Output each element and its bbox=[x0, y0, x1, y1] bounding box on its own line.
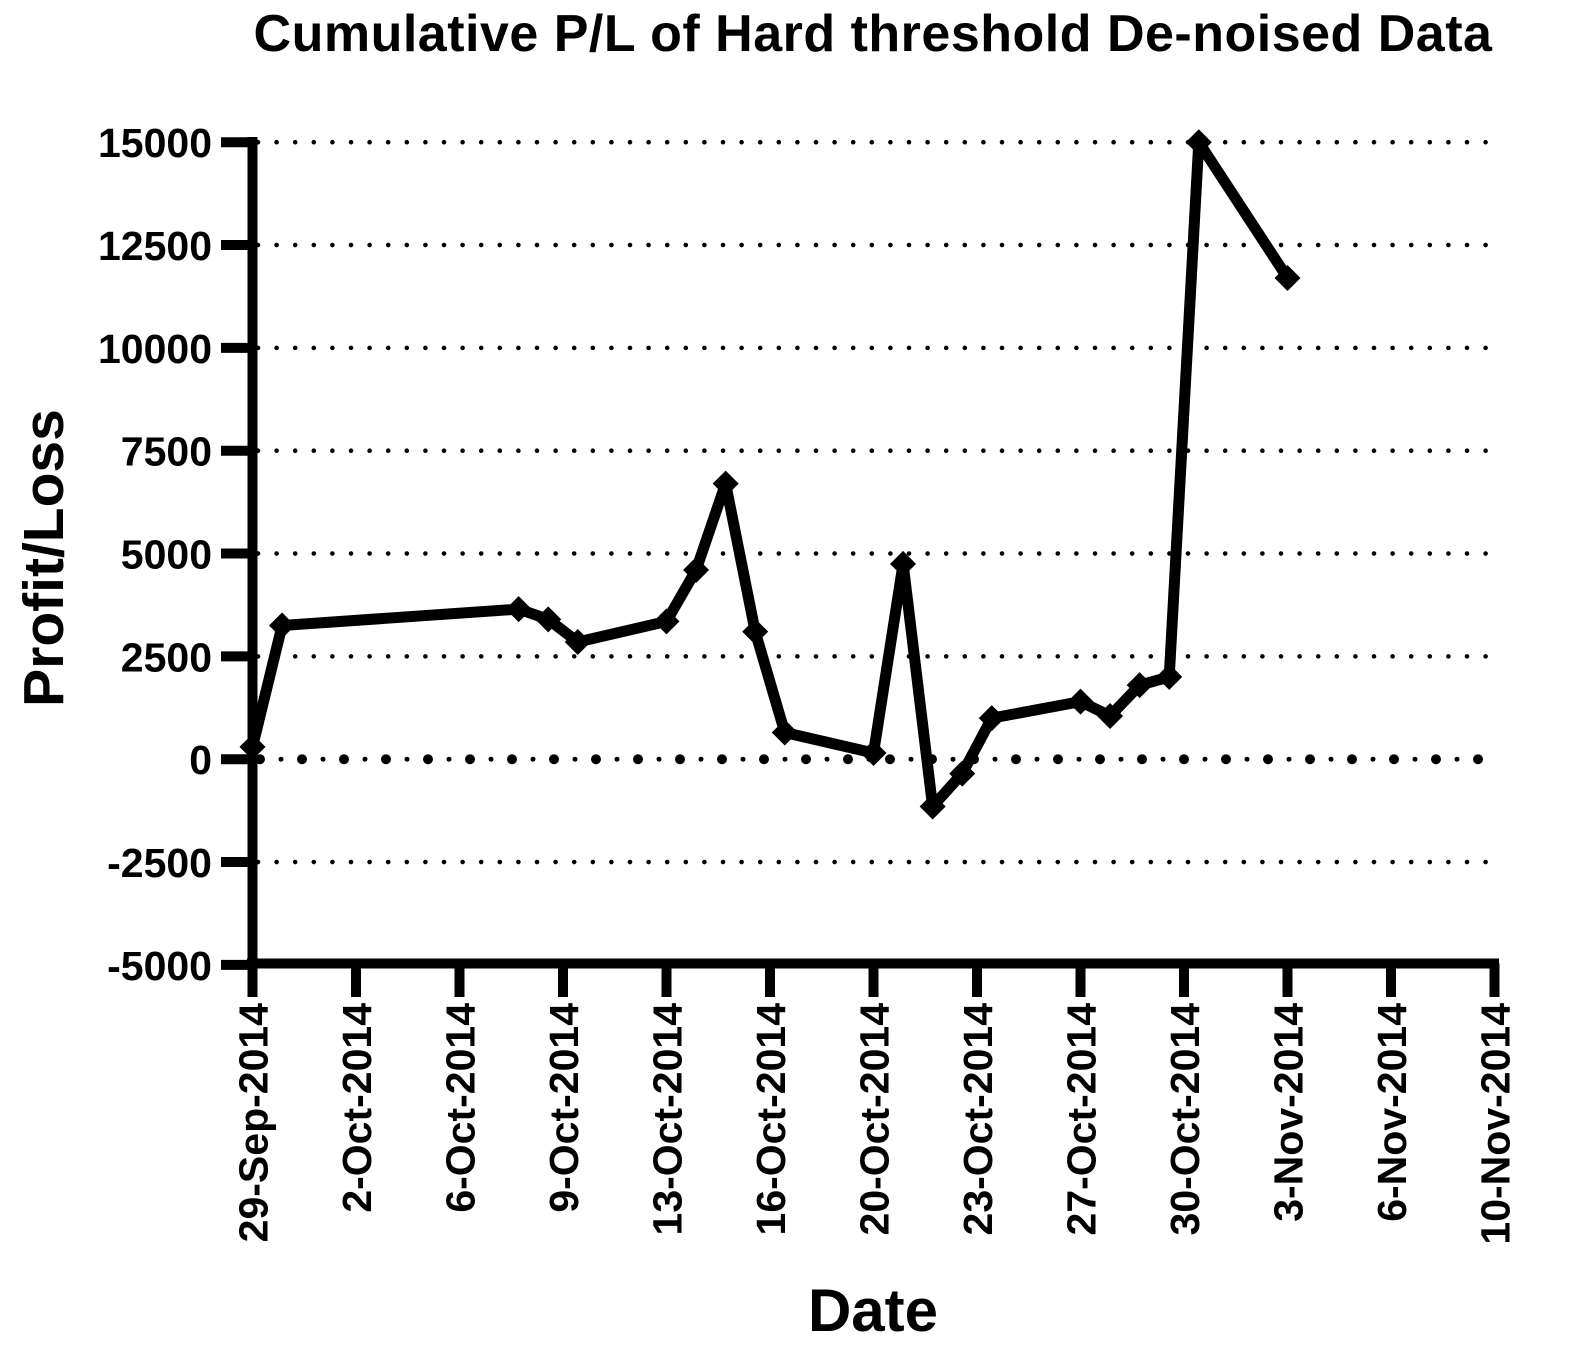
y-tick-label: 10000 bbox=[98, 326, 212, 372]
data-point bbox=[712, 470, 739, 497]
data-line bbox=[247, 136, 1293, 812]
data-point bbox=[919, 793, 946, 820]
data-point bbox=[1097, 703, 1124, 730]
x-tick-label: 6-Oct-2014 bbox=[438, 1003, 484, 1213]
data-point bbox=[1067, 688, 1094, 715]
data-point bbox=[949, 760, 976, 787]
data-point bbox=[269, 612, 296, 639]
x-tick-label: 23-Oct-2014 bbox=[955, 1003, 1001, 1236]
data-point bbox=[860, 740, 887, 767]
y-tick-label: -5000 bbox=[107, 943, 212, 989]
data-point bbox=[653, 608, 680, 635]
x-tick-label: 30-Oct-2014 bbox=[1162, 1003, 1208, 1236]
data-point bbox=[535, 606, 562, 633]
y-tick-label: 7500 bbox=[121, 429, 212, 475]
data-point bbox=[564, 628, 591, 655]
x-tick-label: 29-Sep-2014 bbox=[231, 1003, 277, 1243]
data-point bbox=[1156, 663, 1183, 690]
data-point bbox=[771, 719, 798, 746]
y-tick-label: 2500 bbox=[121, 634, 212, 680]
data-point bbox=[978, 705, 1005, 732]
x-tick-label: 3-Nov-2014 bbox=[1266, 1003, 1312, 1222]
x-tick-label: 16-Oct-2014 bbox=[748, 1003, 794, 1236]
data-point bbox=[1126, 672, 1153, 699]
y-tick-label: 5000 bbox=[121, 532, 212, 578]
x-tick-label: 27-Oct-2014 bbox=[1059, 1003, 1105, 1236]
y-tick-label: 0 bbox=[189, 737, 212, 783]
y-tick-label: -2500 bbox=[107, 840, 212, 886]
x-tick-label: 10-Nov-2014 bbox=[1473, 1003, 1519, 1245]
y-tick-label: 12500 bbox=[98, 223, 212, 269]
data-point bbox=[742, 618, 769, 645]
data-point bbox=[683, 556, 710, 583]
x-tick-label: 13-Oct-2014 bbox=[645, 1003, 691, 1236]
x-tick-label: 2-Oct-2014 bbox=[334, 1003, 380, 1213]
data-point bbox=[1274, 264, 1301, 291]
x-tick-label: 9-Oct-2014 bbox=[541, 1003, 587, 1213]
data-point bbox=[239, 733, 266, 760]
x-tick-label: 6-Nov-2014 bbox=[1369, 1003, 1415, 1222]
data-point bbox=[1185, 129, 1212, 156]
y-tick-label: 15000 bbox=[98, 120, 212, 166]
data-point bbox=[890, 550, 917, 577]
chart-title: Cumulative P/L of Hard threshold De-nois… bbox=[253, 5, 1493, 63]
data-point bbox=[505, 596, 532, 623]
x-axis-title: Date bbox=[807, 1277, 939, 1344]
x-tick-label: 20-Oct-2014 bbox=[852, 1003, 898, 1236]
